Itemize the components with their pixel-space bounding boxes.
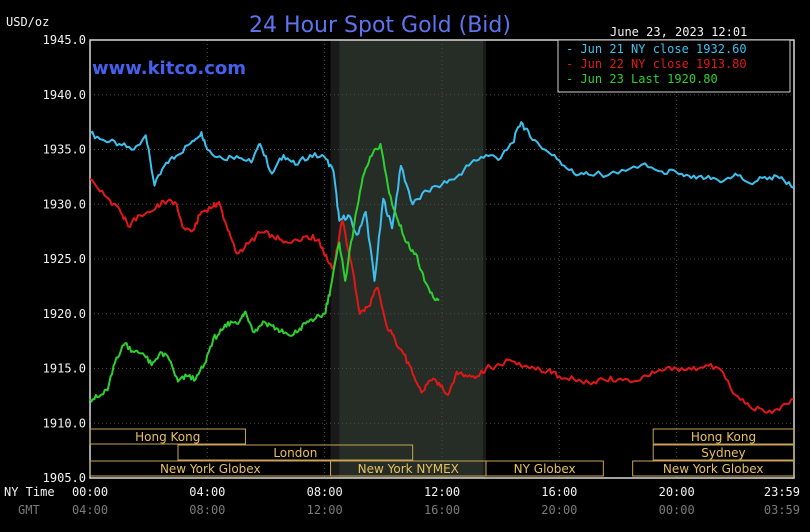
legend-entry-jun23: - Jun 23 Last 1920.80 (566, 72, 718, 86)
y-tick-label: 1935.0 (43, 143, 86, 157)
plot-border (89, 39, 795, 479)
y-tick-label: 1910.0 (43, 416, 86, 430)
y-axis-unit: USD/oz (6, 15, 49, 29)
session-label: Sydney (701, 446, 745, 460)
x-tick-label-gmt: 20:00 (541, 503, 577, 517)
x-tick-label-gmt: 03:59 (764, 503, 800, 517)
site-watermark: www.kitco.com (92, 58, 246, 79)
legend: - Jun 21 NY close 1932.60 - Jun 22 NY cl… (557, 39, 791, 93)
x-tick-label-ny: 12:00 (424, 485, 460, 499)
nymex-session-highlight (339, 40, 484, 478)
y-tick-label: 1930.0 (43, 197, 86, 211)
price-series (89, 121, 795, 415)
session-box (652, 428, 795, 445)
series-line-0 (89, 121, 795, 282)
x-tick-label-gmt: 12:00 (307, 503, 343, 517)
session-box (485, 460, 604, 477)
session-label: NY Globex (514, 462, 576, 476)
session-box (652, 444, 795, 461)
session-shading (330, 40, 486, 478)
x-tick-label-ny: 00:00 (72, 485, 108, 499)
legend-box (557, 39, 791, 93)
x-axis-label-gmt: GMT (18, 503, 40, 517)
x-tick-label-ny: 23:59 (764, 485, 800, 499)
x-tick-label-gmt: 16:00 (424, 503, 460, 517)
session-label: Hong Kong (691, 430, 756, 444)
x-tick-label-gmt: 08:00 (189, 503, 225, 517)
trading-sessions: Hong Kong Hong Kong London Sydney New York G… (89, 428, 795, 477)
x-tick-label-ny: 20:00 (659, 485, 695, 499)
x-tick-label-gmt: 04:00 (72, 503, 108, 517)
x-tick-label-gmt: 00:00 (659, 503, 695, 517)
x-tick-label-ny: 04:00 (189, 485, 225, 499)
y-tick-label: 1940.0 (43, 88, 86, 102)
y-axis: 1945.0 1940.0 1935.0 1930.0 1925.0 1920.0 1915… (43, 33, 86, 485)
x-tick-label-ny: 08:00 (307, 485, 343, 499)
y-tick-label: 1905.0 (43, 471, 86, 485)
session-box (177, 444, 414, 461)
y-tick-label: 1925.0 (43, 252, 86, 266)
y-tick-label: 1920.0 (43, 307, 86, 321)
timestamp: June 23, 2023 12:01 (610, 25, 747, 39)
x-axis-label-ny: NY Time (4, 485, 55, 499)
session-label: New York NYMEX (358, 462, 459, 476)
legend-entry-jun21: - Jun 21 NY close 1932.60 (566, 42, 747, 56)
session-label: London (273, 446, 317, 460)
series-line-2 (89, 143, 440, 403)
chart-title: 24 Hour Spot Gold (Bid) (249, 13, 511, 38)
series-line-1 (89, 178, 794, 415)
session-label: New York Globex (160, 462, 261, 476)
session-box (632, 460, 795, 477)
session-label: Hong Kong (135, 430, 200, 444)
session-box (89, 428, 246, 445)
x-axis: 00:00 04:00 04:00 08:00 08:00 12:00 12:00 16:00… (4, 485, 800, 517)
x-tick-label-ny: 16:00 (541, 485, 577, 499)
legend-entry-jun22: - Jun 22 NY close 1913.80 (566, 57, 747, 71)
y-tick-label: 1915.0 (43, 362, 86, 376)
session-label: New York Globex (663, 462, 764, 476)
y-tick-label: 1945.0 (43, 33, 86, 47)
